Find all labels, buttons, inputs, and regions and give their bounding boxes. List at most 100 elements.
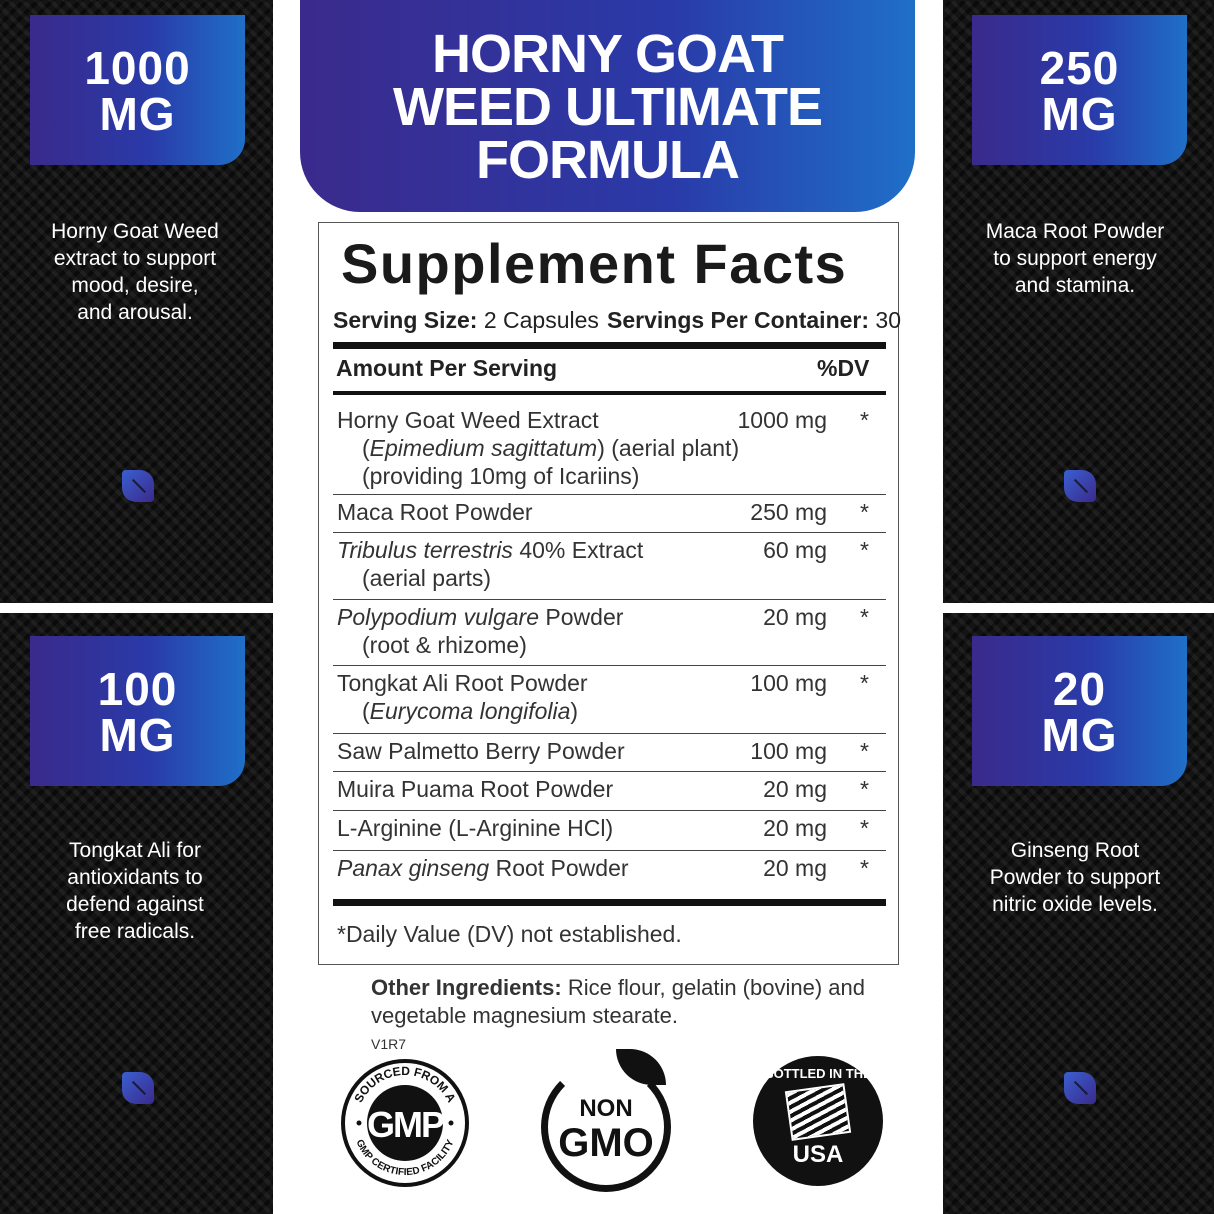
ingredient-name-line: (root & rhizome) — [337, 631, 887, 659]
dose-amount: 20 — [1052, 663, 1107, 715]
ingredient-row: Tribulus terrestris 40% Extract (aerial p… — [337, 536, 887, 592]
row-divider — [333, 599, 886, 600]
divider-thick — [333, 391, 886, 395]
other-ingredients-line2: vegetable magnesium stearate. — [371, 1003, 678, 1028]
ingredient-name-line: Muira Puama Root Powder — [337, 775, 887, 803]
title-line: FORMULA — [476, 130, 740, 190]
benefit-line: to support energy — [993, 247, 1157, 270]
ingredient-row: L-Arginine (L-Arginine HCl) 20 mg * — [337, 814, 887, 842]
other-ingredients: Other Ingredients: Rice flour, gelatin (… — [371, 975, 865, 1001]
serving-size-label: Serving Size: — [333, 307, 478, 333]
leaf-icon — [122, 470, 154, 502]
ingredient-name-part: Epimedium sagittatum — [369, 435, 598, 461]
benefit-text-maca: Maca Root Powder to support energy and sta… — [960, 218, 1190, 299]
row-divider — [333, 810, 886, 811]
gmp-center: GMP — [367, 1104, 444, 1145]
ingredient-name-line: Maca Root Powder — [337, 498, 887, 526]
ingredient-name-part: ) — [570, 698, 579, 724]
ingredient-name-part: ( — [362, 435, 370, 461]
dose-amount: 1000 — [84, 42, 191, 94]
ingredient-name-part: Saw Palmetto Berry Powder — [337, 738, 625, 764]
dose-unit: MG — [1041, 88, 1118, 140]
row-divider — [333, 771, 886, 772]
ingredient-name-part: ( — [362, 698, 370, 724]
dose-unit: MG — [99, 709, 176, 761]
gmp-seal: SOURCED FROM A GMP CERTIFIED FACILITY GM… — [340, 1058, 470, 1188]
dose-badge-horny-goat-weed: 1000 MG — [30, 15, 245, 165]
amount-header: Amount Per Serving — [336, 355, 558, 381]
ingredient-name-line: Panax ginseng Root Powder — [337, 854, 887, 882]
ingredient-row: Maca Root Powder 250 mg * — [337, 498, 887, 526]
ingredient-name-line: L-Arginine (L-Arginine HCl) — [337, 814, 887, 842]
ingredient-name-part: Tongkat Ali Root Powder — [337, 670, 588, 696]
gmo-text: GMO — [558, 1121, 654, 1165]
leaf-icon — [1064, 1072, 1096, 1104]
ingredient-dv: * — [860, 776, 869, 802]
footnote: *Daily Value (DV) not established. — [337, 921, 682, 947]
dose-badge-tongkat-ali: 100 MG — [30, 636, 245, 786]
row-divider — [333, 733, 886, 734]
ingredient-name-part: (root & rhizome) — [362, 632, 527, 658]
ingredient-dv: * — [860, 537, 869, 563]
ingredient-dv: * — [860, 738, 869, 764]
other-ingredients-text: Rice flour, gelatin (bovine) and — [567, 975, 865, 1000]
benefit-line: and arousal. — [77, 301, 193, 324]
ingredient-amount: 1000 mg — [737, 407, 827, 433]
servings-per-container: Servings Per Container: 30 — [607, 307, 901, 334]
ingredient-name-part: Panax ginseng — [337, 855, 490, 881]
dose-amount: 100 — [97, 663, 178, 715]
title-line: HORNY GOAT — [431, 24, 784, 84]
ingredient-amount: 60 mg — [763, 537, 827, 563]
ingredient-row: Horny Goat Weed Extract (Epimedium sagitt… — [337, 406, 887, 490]
serving-size-value: 2 Capsules — [483, 307, 599, 333]
dv-header: %DV — [817, 355, 870, 381]
benefit-line: Tongkat Ali for — [69, 839, 201, 862]
ingredient-name-line: (providing 10mg of Icariins) — [337, 462, 887, 490]
ingredient-name-part: (providing 10mg of Icariins) — [362, 463, 640, 489]
product-title: HORNY GOAT WEED ULTIMATE FORMULA — [300, 0, 915, 212]
ingredient-name-part: 40% Extract — [512, 537, 644, 563]
ingredient-amount: 20 mg — [763, 855, 827, 881]
benefit-line: mood, desire, — [71, 274, 199, 297]
version-code: V1R7 — [371, 1036, 407, 1052]
benefit-line: and stamina. — [1014, 274, 1136, 297]
ingredient-dv: * — [860, 407, 869, 433]
ingredient-name-part: Root Powder — [489, 855, 629, 881]
benefit-line: Ginseng Root — [1010, 839, 1140, 862]
ingredient-name-line: Horny Goat Weed Extract — [337, 406, 887, 434]
title-line: WEED ULTIMATE — [393, 77, 823, 137]
usa-bottom-text: USA — [792, 1141, 844, 1168]
ingredient-name-part: Eurycoma longifolia — [369, 698, 571, 724]
dose-badge-ginseng: 20 MG — [972, 636, 1187, 786]
benefit-line: Maca Root Powder — [985, 220, 1165, 243]
ingredient-dv: * — [860, 604, 869, 630]
benefit-line: nitric oxide levels. — [992, 893, 1158, 916]
ingredient-amount: 250 mg — [750, 499, 827, 525]
ingredient-dv: * — [860, 815, 869, 841]
ingredient-name-part: (aerial parts) — [362, 565, 492, 591]
benefit-text-tongkat-ali: Tongkat Ali for antioxidants to defend aga… — [20, 837, 250, 945]
usa-top-text: BOTTLED IN THE — [764, 1066, 872, 1081]
servings-label: Servings Per Container: — [607, 307, 870, 333]
ingredient-name-line: Polypodium vulgare Powder — [337, 603, 887, 631]
row-divider — [333, 665, 886, 666]
ingredient-name-line: (aerial parts) — [337, 564, 887, 592]
ingredient-amount: 100 mg — [750, 670, 827, 696]
benefit-line: Powder to support — [989, 866, 1161, 889]
bottled-in-usa-seal: BOTTLED IN THE USA — [753, 1056, 883, 1186]
row-divider — [333, 850, 886, 851]
servings-value: 30 — [875, 307, 902, 333]
ingredient-amount: 20 mg — [763, 815, 827, 841]
flag-icon — [784, 1083, 852, 1141]
leaf-icon — [122, 1072, 154, 1104]
benefit-text-horny-goat-weed: Horny Goat Weed extract to support mood, d… — [20, 218, 250, 326]
ingredient-row: Muira Puama Root Powder 20 mg * — [337, 775, 887, 803]
divider-thick — [333, 342, 886, 349]
row-divider — [333, 532, 886, 533]
ingredient-dv: * — [860, 855, 869, 881]
ingredient-dv: * — [860, 670, 869, 696]
ingredient-amount: 20 mg — [763, 776, 827, 802]
ingredient-name-part: Tribulus terrestris — [337, 537, 513, 563]
ingredient-amount: 100 mg — [750, 738, 827, 764]
benefit-line: antioxidants to — [67, 866, 203, 889]
